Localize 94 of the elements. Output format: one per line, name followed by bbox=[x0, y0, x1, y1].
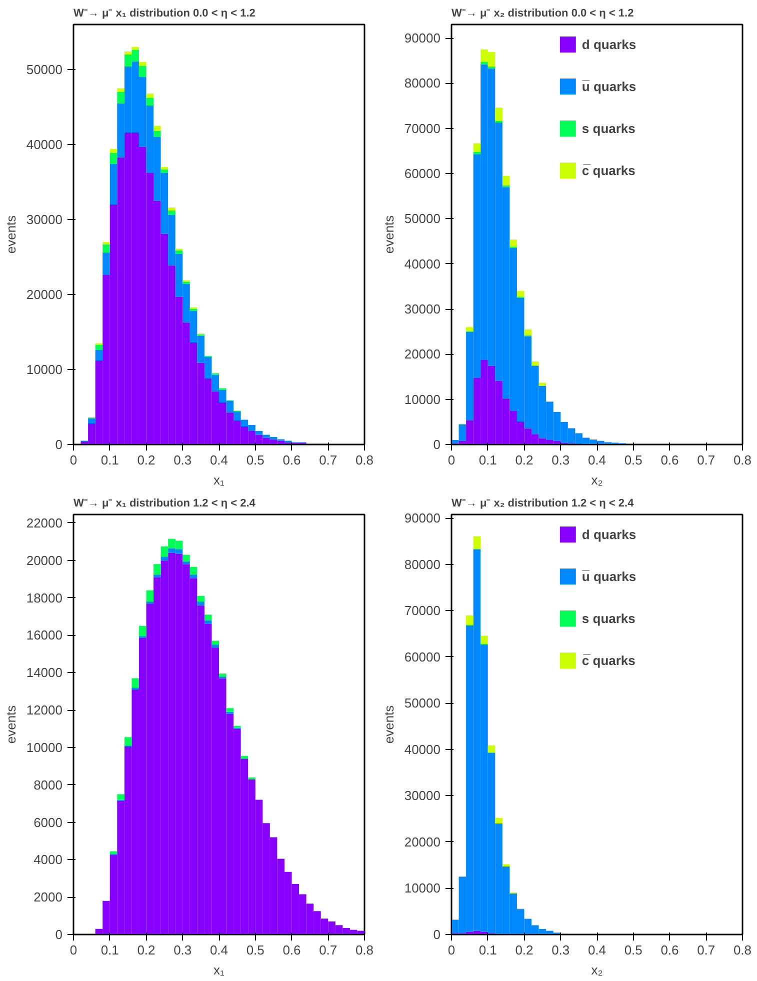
y-tick-label: 30000 bbox=[404, 302, 441, 317]
y-tick-label: 10000 bbox=[26, 740, 63, 755]
y-axis-title: events bbox=[381, 704, 396, 744]
y-tick-label: 40000 bbox=[404, 742, 441, 757]
chart-title: W⁻→ μ⁻ x₂ distribution 1.2 < η < 2.4 bbox=[452, 498, 635, 510]
x-tick-label: 0.3 bbox=[552, 452, 570, 468]
legend-label: u̅ quarks bbox=[582, 568, 636, 584]
y-tick-label: 30000 bbox=[26, 212, 63, 227]
x-tick-label: 0 bbox=[448, 942, 456, 958]
x-tick-label: 0.7 bbox=[319, 942, 338, 958]
x-tick-label: 0.7 bbox=[697, 942, 716, 958]
y-tick-label: 70000 bbox=[404, 120, 441, 136]
legend-label: c̅ quarks bbox=[582, 652, 636, 668]
y-tick-label: 0 bbox=[433, 927, 441, 942]
y-tick-label: 10000 bbox=[404, 880, 441, 896]
legend-label: s quarks bbox=[582, 120, 636, 136]
y-tick-label: 22000 bbox=[26, 515, 63, 530]
y-tick-label: 80000 bbox=[404, 76, 441, 91]
y-tick-label: 50000 bbox=[404, 696, 441, 711]
x-axis-title: x₂ bbox=[591, 472, 603, 488]
y-tick-label: 8000 bbox=[34, 777, 62, 792]
y-tick-label: 0 bbox=[55, 437, 63, 452]
x-tick-label: 0.2 bbox=[137, 452, 156, 468]
x-axis-title: x₁ bbox=[214, 962, 226, 978]
legend-label: s quarks bbox=[582, 610, 636, 626]
y-tick-label: 50000 bbox=[404, 211, 441, 226]
x-tick-label: 0.2 bbox=[137, 942, 156, 958]
y-tick-label: 16000 bbox=[26, 628, 63, 643]
x-tick-label: 0 bbox=[70, 942, 78, 958]
x-tick-label: 0.8 bbox=[733, 452, 752, 468]
x-tick-label: 0.5 bbox=[246, 452, 264, 468]
x-tick-label: 0.3 bbox=[552, 942, 570, 958]
y-tick-label: 20000 bbox=[26, 287, 63, 302]
x-tick-label: 0 bbox=[70, 452, 78, 468]
x-tick-label: 0.4 bbox=[588, 452, 606, 468]
y-tick-label: 60000 bbox=[404, 649, 441, 664]
y-tick-label: 0 bbox=[433, 437, 441, 452]
x-tick-label: 0.4 bbox=[210, 942, 228, 958]
chart-title: W⁻→ μ⁻ x₁ distribution 1.2 < η < 2.4 bbox=[74, 498, 256, 510]
legend-label: d quarks bbox=[582, 526, 636, 542]
y-tick-label: 40000 bbox=[26, 137, 63, 152]
x-tick-label: 0.7 bbox=[697, 452, 716, 468]
x-tick-label: 0.4 bbox=[588, 942, 606, 958]
legend-label: c̅ quarks bbox=[582, 162, 636, 178]
y-tick-label: 14000 bbox=[26, 665, 63, 680]
legend-label: u̅ quarks bbox=[582, 78, 636, 94]
x-tick-label: 0 bbox=[448, 452, 456, 468]
x-axis-title: x₁ bbox=[214, 472, 226, 488]
x-tick-label: 0.6 bbox=[660, 452, 679, 468]
y-tick-label: 0 bbox=[55, 927, 63, 942]
y-axis-title: events bbox=[381, 214, 396, 254]
x-tick-label: 0.5 bbox=[246, 942, 264, 958]
y-tick-label: 80000 bbox=[404, 556, 441, 572]
y-tick-label: 2000 bbox=[34, 890, 62, 905]
x-tick-label: 0.8 bbox=[733, 942, 752, 958]
x-tick-label: 0.8 bbox=[355, 452, 374, 468]
x-tick-label: 0.6 bbox=[282, 942, 301, 958]
x-tick-label: 0.1 bbox=[100, 452, 119, 468]
x-axis-title: x₂ bbox=[591, 962, 603, 978]
y-axis-title: events bbox=[3, 214, 18, 254]
x-tick-label: 0.2 bbox=[515, 452, 534, 468]
x-tick-label: 0.1 bbox=[100, 942, 119, 958]
x-tick-label: 0.6 bbox=[282, 452, 301, 468]
y-tick-label: 18000 bbox=[26, 590, 63, 606]
y-tick-label: 12000 bbox=[26, 702, 63, 718]
y-tick-label: 90000 bbox=[404, 510, 441, 526]
x-tick-label: 0.8 bbox=[355, 942, 374, 958]
x-tick-label: 0.3 bbox=[174, 942, 192, 958]
x-tick-label: 0.1 bbox=[478, 942, 497, 958]
y-axis-title: events bbox=[3, 704, 18, 744]
x-tick-label: 0.4 bbox=[210, 452, 228, 468]
y-tick-label: 40000 bbox=[404, 256, 441, 272]
x-tick-label: 0.2 bbox=[515, 942, 534, 958]
legend-label: d quarks bbox=[582, 36, 636, 52]
y-tick-label: 90000 bbox=[404, 30, 441, 46]
y-tick-label: 10000 bbox=[26, 362, 63, 377]
chart-title: W⁻→ μ⁻ x₂ distribution 0.0 < η < 1.2 bbox=[452, 8, 634, 20]
y-tick-label: 70000 bbox=[404, 603, 441, 618]
y-tick-label: 30000 bbox=[404, 788, 441, 804]
x-tick-label: 0.1 bbox=[478, 452, 497, 468]
x-tick-label: 0.7 bbox=[319, 452, 338, 468]
y-tick-label: 20000 bbox=[404, 834, 441, 850]
y-tick-label: 50000 bbox=[26, 62, 63, 77]
x-tick-label: 0.6 bbox=[660, 942, 679, 958]
y-tick-label: 60000 bbox=[404, 166, 441, 182]
y-tick-label: 6000 bbox=[34, 814, 62, 830]
x-tick-label: 0.5 bbox=[624, 942, 642, 958]
y-tick-label: 10000 bbox=[404, 392, 441, 407]
x-tick-label: 0.3 bbox=[174, 452, 192, 468]
y-tick-label: 20000 bbox=[26, 552, 63, 568]
y-tick-label: 4000 bbox=[34, 852, 62, 868]
chart-title: W⁻→ μ⁻ x₁ distribution 0.0 < η < 1.2 bbox=[74, 8, 256, 20]
y-tick-label: 20000 bbox=[404, 346, 441, 362]
x-tick-label: 0.5 bbox=[624, 452, 642, 468]
